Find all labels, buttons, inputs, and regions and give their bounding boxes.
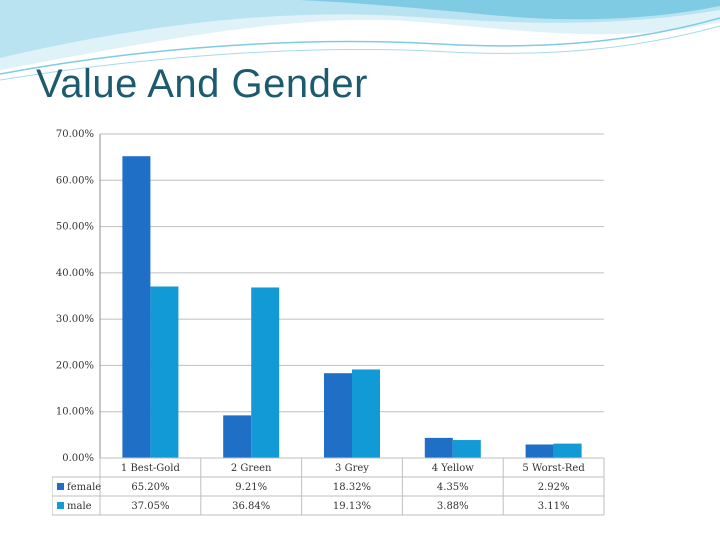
bar-chart: 0.00% 10.00% 20.00% 30.00% 40.00% 50.00% 60.00… (52, 129, 605, 516)
legend-label-male: male (67, 501, 92, 512)
data-label-female: 2.92% (538, 482, 570, 493)
y-tick-label: 20.00% (56, 360, 94, 371)
data-label-female: 9.21% (235, 482, 267, 493)
bar-female (324, 373, 352, 458)
bar-female (424, 437, 453, 458)
bar-male (150, 286, 179, 458)
y-tick-label: 30.00% (56, 314, 94, 325)
legend-label-female: female (67, 482, 101, 493)
slide-title: Value And Gender (36, 62, 368, 106)
bar-male (352, 369, 380, 458)
data-label-male: 36.84% (232, 501, 270, 512)
y-tick-label: 60.00% (56, 175, 94, 186)
data-label-female: 4.35% (437, 482, 469, 493)
bar-male (452, 440, 481, 458)
x-category-label: 3 Grey (335, 463, 369, 474)
data-label-female: 18.32% (333, 482, 371, 493)
bar-female (525, 444, 554, 458)
data-label-male: 19.13% (333, 501, 371, 512)
x-category-label: 1 Best-Gold (121, 463, 181, 474)
chart-container: 0.00% 10.00% 20.00% 30.00% 40.00% 50.00% 60.00… (52, 124, 608, 518)
bar-male (553, 443, 582, 458)
x-category-label: 5 Worst-Red (522, 463, 585, 474)
decorative-wave-header (0, 0, 720, 81)
data-label-female: 65.20% (131, 482, 169, 493)
legend-key-female (57, 483, 64, 490)
x-category-label: 4 Yellow (432, 463, 475, 474)
legend-key-male (57, 502, 64, 509)
bar-female (223, 415, 252, 458)
bar-female (122, 156, 151, 458)
y-tick-label: 10.00% (56, 407, 94, 418)
data-label-male: 3.88% (437, 501, 469, 512)
y-tick-label: 0.00% (62, 453, 94, 464)
x-category-label: 2 Green (231, 463, 272, 474)
y-tick-label: 50.00% (56, 222, 94, 233)
data-label-male: 37.05% (131, 501, 169, 512)
bar-male (251, 287, 280, 458)
data-label-male: 3.11% (538, 501, 570, 512)
y-tick-label: 70.00% (56, 129, 94, 140)
y-tick-label: 40.00% (56, 268, 94, 279)
